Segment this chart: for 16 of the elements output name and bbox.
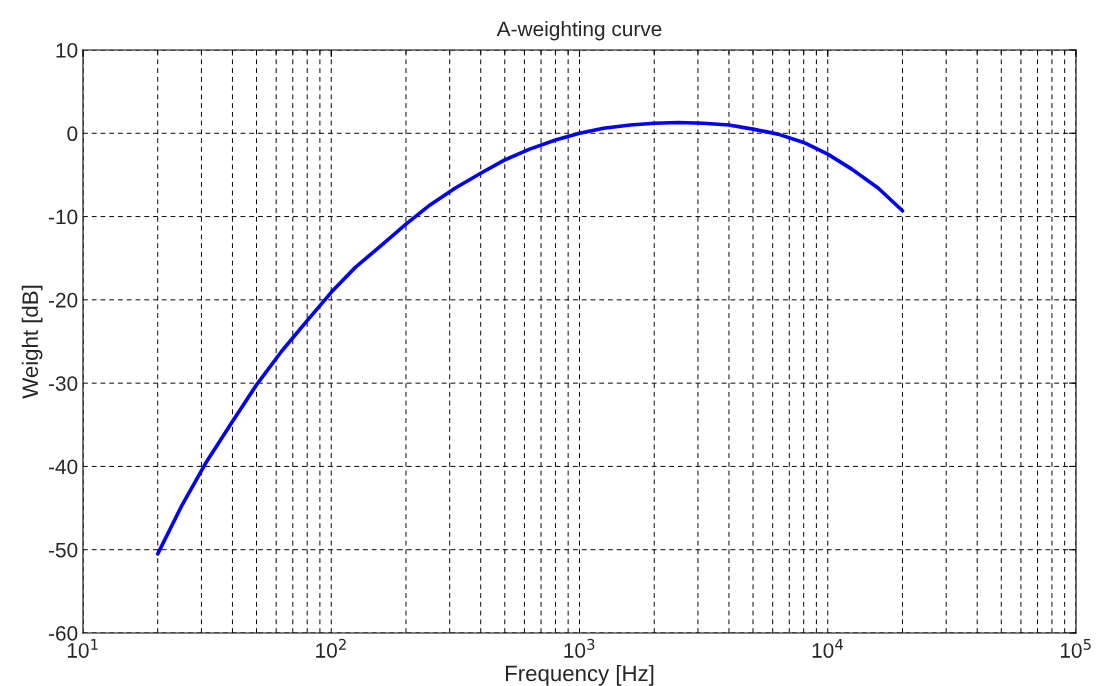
line-series [155, 120, 905, 556]
y-tick-label: -50 [48, 542, 78, 558]
x-axis-title: Frequency [Hz] [505, 664, 654, 686]
y-tick-label: 10 [56, 43, 78, 58]
x-tick-label: 10$^{5}$ [1060, 639, 1091, 658]
y-axis-title: Weight [dB] [21, 285, 43, 399]
y-tick-label: 0 [67, 126, 78, 142]
y-tick-label: -40 [48, 459, 78, 475]
x-tick-label: 10$^{2}$ [316, 638, 346, 658]
y-tick-label: -60 [48, 626, 78, 641]
chart-title: A-weighting curve [496, 21, 662, 41]
x-tick-label: 10$^{4}$ [812, 639, 843, 658]
y-tick-label: -20 [48, 292, 78, 308]
y-tick-label: -30 [48, 376, 78, 391]
x-tick-label: 10$^{3}$ [564, 638, 595, 658]
y-tick-label: -10 [48, 209, 78, 225]
